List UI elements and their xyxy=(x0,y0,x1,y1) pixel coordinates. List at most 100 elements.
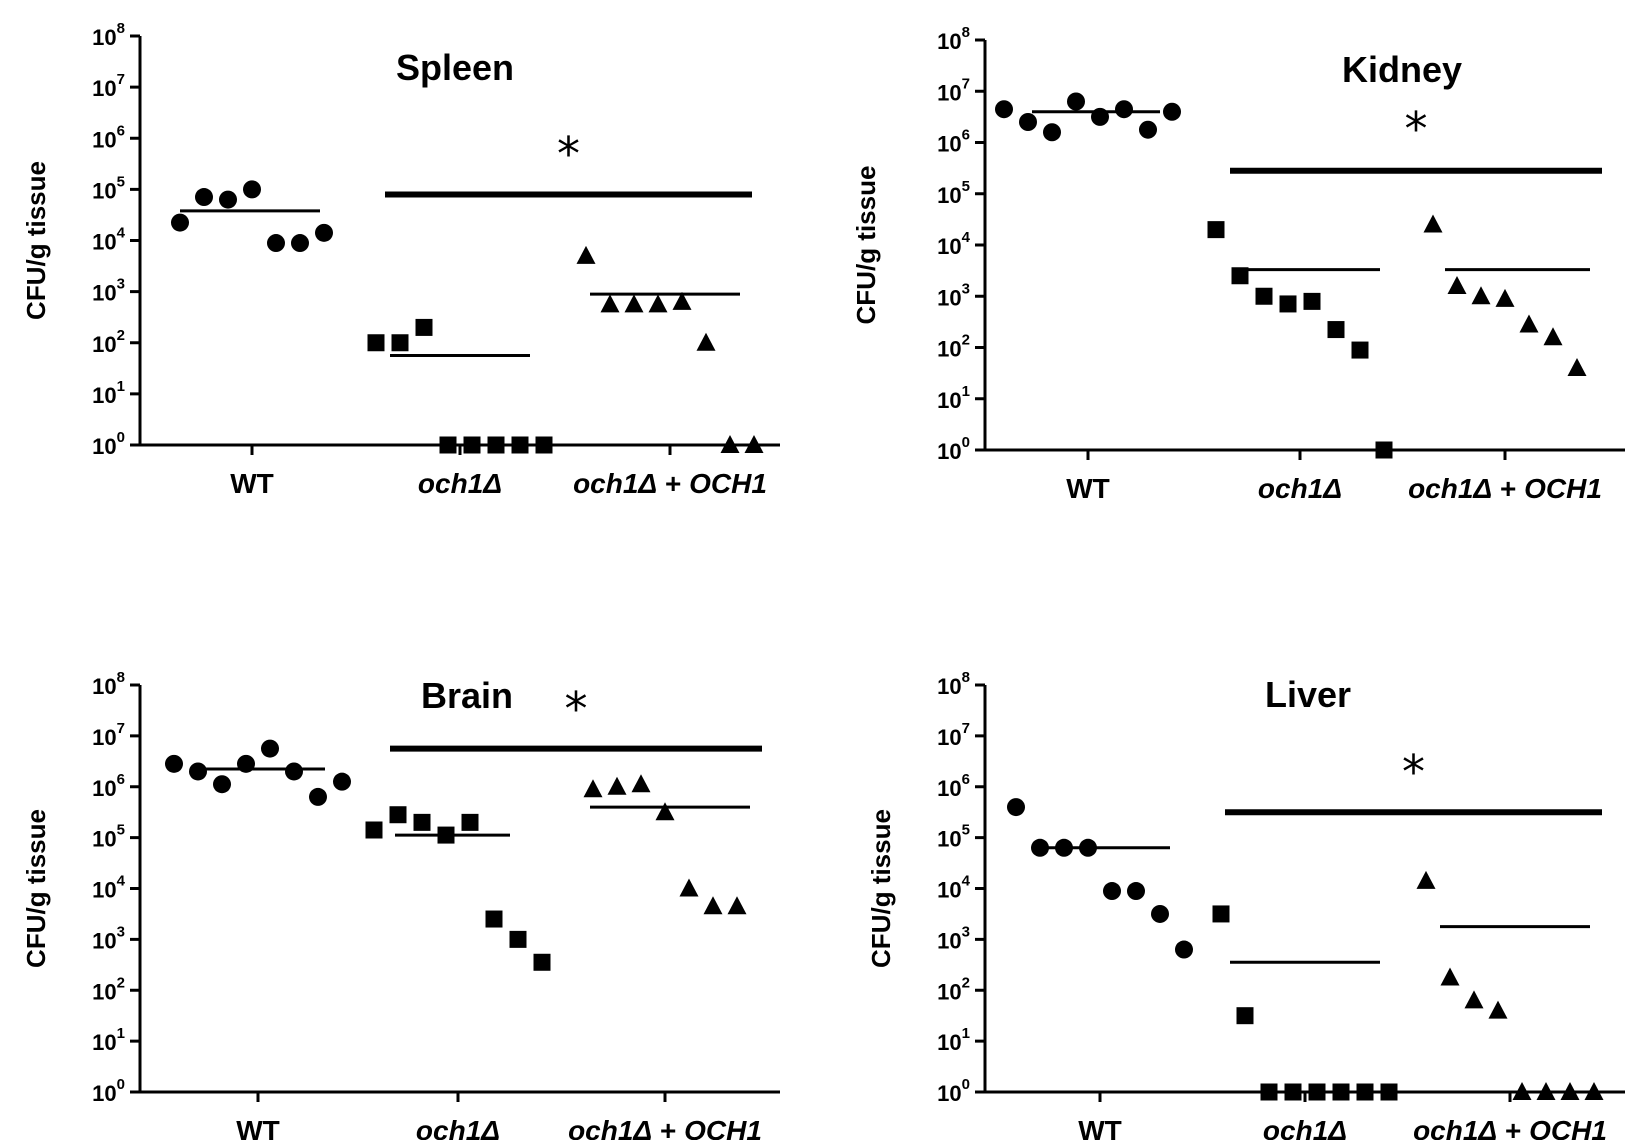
data-point-square xyxy=(413,813,431,831)
data-point-circle xyxy=(309,787,327,806)
data-point-circle xyxy=(1067,92,1085,111)
y-axis-label: CFU/g tissue xyxy=(866,809,896,968)
significance-star: * xyxy=(1402,745,1425,799)
data-point-triangle xyxy=(696,332,716,351)
data-point-square xyxy=(1236,1007,1254,1025)
data-point-circle xyxy=(165,754,183,773)
y-tick-label: 107 xyxy=(937,720,970,750)
y-tick-label: 100 xyxy=(92,1076,125,1106)
y-axis-label: CFU/g tissue xyxy=(21,809,51,968)
data-point-triangle xyxy=(1536,1082,1556,1100)
data-point-circle xyxy=(285,762,303,781)
y-tick-label: 106 xyxy=(937,771,970,801)
y-tick-label: 101 xyxy=(92,1025,125,1055)
panel-brain: 100 101 102 103 104 105 106 107 108 WT och1Δ och1Δ … xyxy=(21,669,780,1140)
data-point-circle xyxy=(171,213,189,232)
data-point-circle xyxy=(1007,798,1025,817)
data-point-square xyxy=(1260,1083,1278,1101)
data-point-triangle xyxy=(1560,1082,1580,1100)
data-point-triangle xyxy=(1512,1082,1532,1100)
x-category-label: och1Δ xyxy=(416,1115,500,1140)
data-point-square xyxy=(1308,1083,1326,1101)
data-point-square xyxy=(1279,295,1297,313)
panel-title: Brain xyxy=(421,675,513,716)
data-point-circle xyxy=(1019,113,1037,131)
y-tick-label: 104 xyxy=(937,229,970,259)
data-point-square xyxy=(1303,292,1321,310)
y-tick-label: 100 xyxy=(937,434,970,464)
significance-star: * xyxy=(1405,102,1428,156)
data-point-circle xyxy=(1091,107,1109,126)
x-category-label: och1Δ xyxy=(418,468,502,499)
y-tick-label: 104 xyxy=(937,873,970,903)
y-tick-label: 102 xyxy=(92,327,125,357)
data-point-square xyxy=(367,334,385,352)
data-point-circle xyxy=(189,762,207,781)
y-tick-label: 101 xyxy=(937,383,970,413)
data-point-triangle xyxy=(648,294,668,313)
data-point-square xyxy=(1380,1083,1398,1101)
y-tick-label: 108 xyxy=(92,20,125,50)
data-point-triangle xyxy=(1447,276,1467,294)
data-point-triangle xyxy=(1543,327,1563,346)
data-point-triangle xyxy=(1519,314,1539,333)
data-point-triangle xyxy=(720,435,740,453)
y-tick-label: 101 xyxy=(92,378,125,408)
data-point-square xyxy=(463,436,481,454)
panel-liver: 100 101 102 103 104 105 106 107 108 WT och1Δ och1Δ … xyxy=(866,669,1625,1140)
y-tick-label: 103 xyxy=(937,280,970,310)
data-point-circle xyxy=(1103,882,1121,901)
x-category-label: och1Δ + OCH1 xyxy=(1408,473,1602,504)
y-tick-label: 104 xyxy=(92,225,125,255)
data-point-circle xyxy=(1139,120,1157,139)
data-point-triangle xyxy=(1440,967,1460,986)
x-category-label: WT xyxy=(1066,473,1110,504)
y-tick-label: 106 xyxy=(937,127,970,157)
data-point-triangle xyxy=(744,435,764,453)
y-tick-label: 108 xyxy=(937,24,970,54)
data-point-circle xyxy=(333,772,351,791)
data-point-square xyxy=(391,334,409,352)
data-point-square xyxy=(1284,1083,1302,1101)
panel-kidney: 100 101 102 103 104 105 106 107 108 WT och1Δ och1Δ … xyxy=(851,24,1625,504)
x-category-label: och1Δ + OCH1 xyxy=(568,1115,762,1140)
data-point-square xyxy=(365,821,383,839)
data-point-square xyxy=(437,826,455,844)
data-point-square xyxy=(415,318,433,336)
data-point-circle xyxy=(1127,882,1145,901)
data-point-triangle xyxy=(727,896,747,915)
data-point-circle xyxy=(1055,838,1073,857)
data-point-circle xyxy=(267,234,285,253)
data-point-circle xyxy=(1151,904,1169,923)
data-point-square xyxy=(511,436,529,454)
data-point-square xyxy=(533,953,551,971)
data-point-square xyxy=(1351,341,1369,359)
data-point-triangle xyxy=(679,878,699,897)
y-tick-label: 105 xyxy=(937,822,970,852)
y-tick-label: 106 xyxy=(92,122,125,152)
data-point-triangle xyxy=(1567,358,1587,376)
x-category-label: och1Δ xyxy=(1258,473,1342,504)
data-point-circle xyxy=(315,223,333,242)
y-axis-label: CFU/g tissue xyxy=(21,161,51,320)
x-category-label: WT xyxy=(230,468,274,499)
panel-spleen: 100 101 102 103 104 105 106 107 108 WT och1Δ och1Δ … xyxy=(21,20,780,499)
data-point-square xyxy=(1356,1083,1374,1101)
y-tick-label: 101 xyxy=(937,1025,970,1055)
data-point-square xyxy=(1375,441,1393,459)
data-point-circle xyxy=(237,754,255,773)
data-point-circle xyxy=(1163,102,1181,121)
data-point-circle xyxy=(195,188,213,207)
data-point-circle xyxy=(213,775,231,794)
y-tick-label: 105 xyxy=(92,173,125,203)
data-point-triangle xyxy=(1416,870,1436,889)
y-tick-label: 108 xyxy=(937,669,970,699)
panel-title: Kidney xyxy=(1342,49,1462,90)
y-tick-label: 102 xyxy=(92,974,125,1004)
data-point-square xyxy=(1255,287,1273,305)
data-point-circle xyxy=(995,100,1013,119)
panel-title: Spleen xyxy=(396,47,514,88)
significance-star: * xyxy=(557,127,580,181)
data-point-circle xyxy=(1079,838,1097,857)
